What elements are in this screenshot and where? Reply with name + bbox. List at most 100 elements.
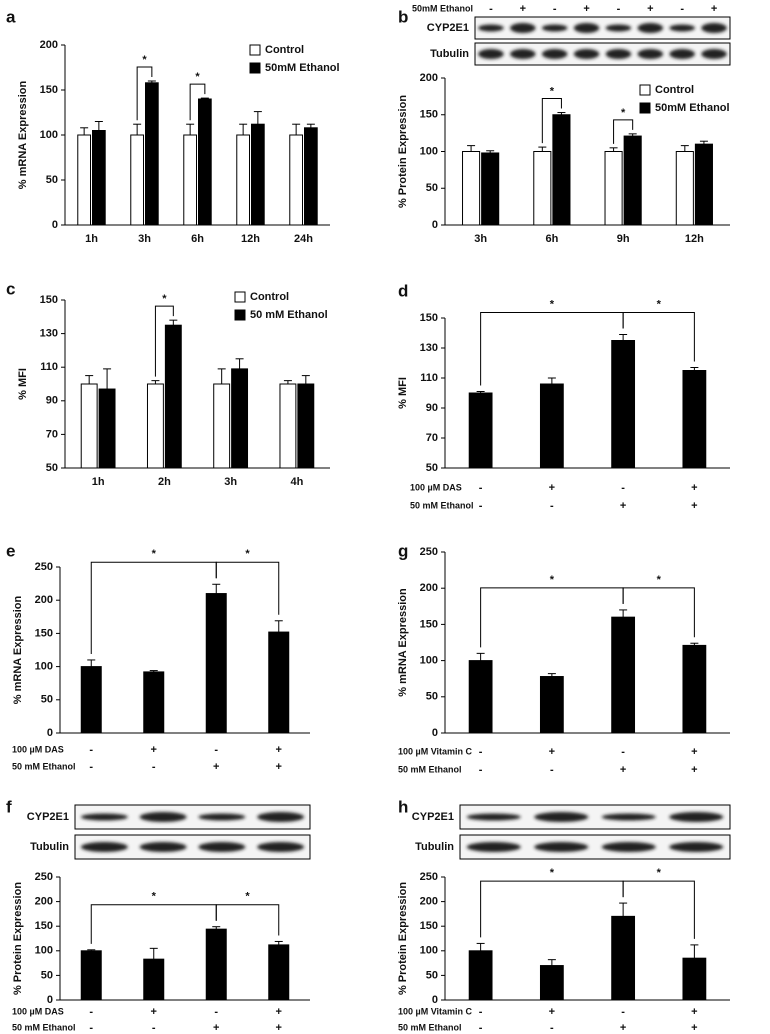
x-tick-label: 3h [474,233,487,245]
blot-sign: - [489,3,493,15]
condition-sign: + [276,1006,282,1018]
x-tick-label: 3h [138,233,151,245]
condition-sign: + [549,746,555,758]
condition-sign: - [621,1006,625,1018]
bar [297,383,315,469]
condition-sign: - [89,1006,93,1018]
y-tick-label: 150 [35,920,53,932]
legend-label: Control [655,84,694,96]
significance-bracket [480,587,624,648]
blot-band [637,49,664,59]
blot-band [573,49,600,59]
bar [231,368,249,469]
condition-sign: - [550,1022,554,1034]
blot-band [198,813,246,821]
y-tick-label: 100 [35,945,53,957]
significance-star: * [245,891,250,903]
bar [205,928,227,1001]
bar [279,383,297,469]
blot-row-label: Tubulin [415,841,454,853]
significance-star: * [195,71,200,83]
blot-band [605,49,632,59]
blot-band [701,23,727,33]
y-axis-label: % MFI [397,377,409,409]
condition-label: 50 mM Ethanol [12,761,76,771]
x-tick-label: 6h [545,233,558,245]
y-tick-label: 0 [47,994,53,1006]
condition-sign: + [620,500,626,512]
y-axis-label: % Protein Expression [397,95,409,208]
condition-sign: - [550,764,554,776]
blot-band [669,49,695,59]
blot-row-label: CYP2E1 [412,811,454,823]
condition-sign: - [479,746,483,758]
blot-band [541,24,568,32]
y-tick-label: 150 [40,84,58,96]
significance-bracket [136,66,153,121]
blot-band [80,813,128,821]
y-tick-label: 150 [420,109,438,121]
y-tick-label: 50 [426,462,438,474]
condition-sign: - [550,500,554,512]
significance-star: * [142,54,147,66]
legend-swatch [639,84,651,96]
blot-band [139,842,187,852]
blot-band [601,813,656,821]
y-tick-label: 200 [420,582,438,594]
significance-bracket [622,880,695,939]
bar [80,950,102,1001]
y-axis-label: % mRNA Expression [397,588,409,697]
legend-swatch [234,291,246,303]
blot-header: 50mM Ethanol [412,3,473,13]
bar [552,114,571,226]
condition-sign: - [479,482,483,494]
condition-sign: - [152,1022,156,1034]
condition-sign: + [620,764,626,776]
legend-label: 50mM Ethanol [655,102,730,114]
legend-swatch [639,102,651,114]
condition-sign: + [691,482,697,494]
condition-sign: + [549,1006,555,1018]
condition-sign: - [152,761,156,773]
blot-sign: + [520,3,526,15]
bar [539,383,564,469]
x-tick-label: 24h [294,233,313,245]
blot-sign: - [617,3,621,15]
y-tick-label: 70 [426,432,438,444]
condition-label: 100 µM Vitamin C [398,746,473,756]
x-tick-label: 4h [290,476,303,488]
bar [146,383,164,469]
blot-band [466,842,521,852]
bar [213,383,231,469]
significance-star: * [657,574,662,586]
blot-band [701,49,727,59]
blot-band [478,49,504,59]
significance-star: * [152,548,157,560]
blot-band [139,812,187,822]
significance-star: * [550,85,555,97]
blot-band [198,842,246,852]
blot-sign: + [711,3,717,15]
bar [675,151,694,226]
condition-label: 50 mM Ethanol [398,1022,462,1032]
significance-bracket [480,312,624,386]
condition-sign: + [620,1022,626,1034]
condition-label: 100 µM Vitamin C [398,1006,473,1016]
bar [251,123,265,226]
panel-letter: g [398,541,408,560]
blot-band [478,24,504,32]
significance-bracket [90,561,217,654]
blot-sign: - [553,3,557,15]
bar [164,324,182,469]
significance-bracket [613,119,634,144]
condition-sign: + [276,744,282,756]
blot-band [669,842,724,852]
significance-bracket [215,904,280,936]
condition-sign: - [479,1022,483,1034]
condition-sign: + [276,1022,282,1034]
significance-bracket [215,561,280,615]
y-tick-label: 100 [40,129,58,141]
condition-sign: + [549,482,555,494]
bar [143,671,165,734]
